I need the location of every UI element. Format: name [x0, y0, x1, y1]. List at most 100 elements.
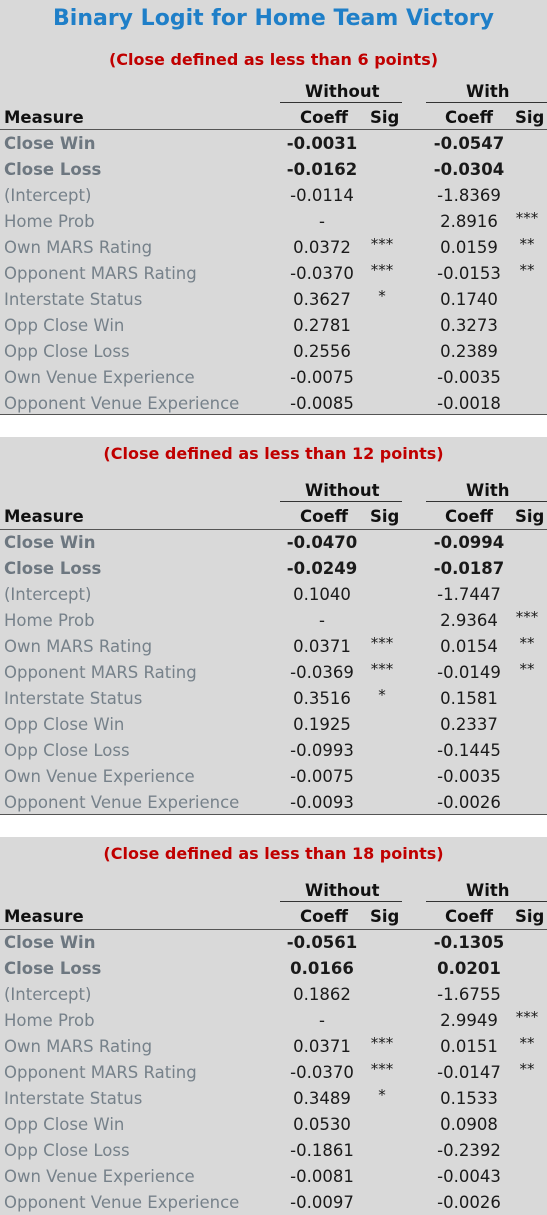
with-coeff: 0.0151	[440, 1037, 498, 1056]
measure-label: Own Venue Experience	[4, 368, 195, 387]
without-underline	[280, 501, 402, 502]
without-coeff: -0.0370	[290, 264, 354, 283]
without-coeff: 0.0371	[293, 1037, 351, 1056]
measure-label: Interstate Status	[4, 290, 143, 309]
without-coeff: 0.2781	[293, 316, 351, 335]
with-coeff: -0.2392	[437, 1141, 501, 1160]
with-sig: **	[519, 634, 535, 652]
table-row: Opponent MARS Rating -0.0370 *** -0.0147 **	[0, 1059, 547, 1085]
without-header: Without	[305, 881, 380, 900]
without-coeff: -	[319, 611, 325, 630]
without-sig: ***	[370, 634, 394, 652]
regression-panel-18-points: (Close defined as less than 18 points) W…	[0, 837, 547, 1215]
with-coeff-header: Coeff	[445, 907, 494, 926]
with-sig: ***	[515, 209, 539, 227]
with-sig: **	[519, 235, 535, 253]
with-coeff: -0.1305	[433, 933, 505, 952]
without-sig: ***	[370, 261, 394, 279]
with-coeff-header: Coeff	[445, 507, 494, 526]
without-coeff: 0.0530	[293, 1115, 351, 1134]
with-coeff: -0.0026	[437, 1193, 501, 1212]
table-row: Close Win -0.0470 -0.0994	[0, 529, 547, 555]
without-coeff: 0.1925	[293, 715, 351, 734]
measure-label: Opponent MARS Rating	[4, 264, 197, 283]
without-sig: *	[378, 287, 386, 305]
panel-subtitle: (Close defined as less than 18 points)	[103, 844, 444, 863]
table-row: Opp Close Win 0.2781 0.3273	[0, 312, 547, 338]
with-coeff: -0.0149	[437, 663, 501, 682]
without-sig: ***	[370, 660, 394, 678]
with-coeff: 0.2337	[440, 715, 498, 734]
without-coeff-header: Coeff	[300, 907, 349, 926]
without-coeff: -0.1861	[290, 1141, 354, 1160]
without-coeff: -0.0249	[286, 559, 358, 578]
with-coeff: -0.1445	[437, 741, 501, 760]
table-row: Own Venue Experience -0.0075 -0.0035	[0, 763, 547, 789]
table-row: Opp Close Win 0.1925 0.2337	[0, 711, 547, 737]
with-coeff: -0.0187	[433, 559, 505, 578]
without-coeff: -0.0081	[290, 1167, 354, 1186]
measure-label: (Intercept)	[4, 186, 92, 205]
with-sig: **	[519, 660, 535, 678]
measure-label: Home Prob	[4, 212, 95, 231]
without-sig: ***	[370, 1034, 394, 1052]
measure-label: Home Prob	[4, 1011, 95, 1030]
without-coeff: -0.0075	[290, 767, 354, 786]
table-row: Opponent MARS Rating -0.0370 *** -0.0153 **	[0, 260, 547, 286]
without-coeff-header: Coeff	[300, 108, 349, 127]
without-coeff: -0.0114	[290, 186, 354, 205]
with-coeff: -0.0018	[437, 394, 501, 413]
measure-header: Measure	[4, 108, 84, 127]
without-coeff: 0.0166	[290, 959, 354, 978]
without-underline	[280, 102, 402, 103]
without-coeff: -	[319, 1011, 325, 1030]
regression-panel-12-points: (Close defined as less than 12 points) W…	[0, 437, 547, 815]
measure-label: Opponent Venue Experience	[4, 394, 240, 413]
table-row: Interstate Status 0.3516 * 0.1581	[0, 685, 547, 711]
with-coeff: -0.0043	[437, 1167, 501, 1186]
bottom-rule	[0, 814, 547, 815]
with-sig: **	[519, 1060, 535, 1078]
without-coeff: 0.3627	[293, 290, 351, 309]
measure-label: Close Win	[4, 533, 96, 552]
with-coeff: -0.0994	[433, 533, 505, 552]
with-header: With	[466, 881, 510, 900]
without-sig: ***	[370, 235, 394, 253]
with-coeff: -0.0153	[437, 264, 501, 283]
measure-label: Opp Close Win	[4, 316, 125, 335]
without-coeff: 0.3516	[293, 689, 351, 708]
header-rule	[0, 129, 547, 130]
measure-label: Interstate Status	[4, 1089, 143, 1108]
without-sig-header: Sig	[370, 907, 400, 926]
without-underline	[280, 901, 402, 902]
without-sig: ***	[370, 1060, 394, 1078]
measure-label: Opponent Venue Experience	[4, 793, 240, 812]
with-sig: ***	[515, 608, 539, 626]
table-row: Home Prob - 2.9949 ***	[0, 1007, 547, 1033]
measure-header: Measure	[4, 907, 84, 926]
page-title: Binary Logit for Home Team Victory	[53, 6, 494, 31]
table-row: Opp Close Loss -0.1861 -0.2392	[0, 1137, 547, 1163]
regression-panel-6-points: Binary Logit for Home Team Victory (Clos…	[0, 0, 547, 415]
with-coeff: -0.0026	[437, 793, 501, 812]
with-sig-header: Sig	[515, 108, 545, 127]
with-coeff: -1.6755	[437, 985, 501, 1004]
table-row: Interstate Status 0.3627 * 0.1740	[0, 286, 547, 312]
with-underline	[426, 501, 547, 502]
without-coeff: -0.0031	[286, 134, 358, 153]
table-row: Opponent Venue Experience -0.0093 -0.0026	[0, 789, 547, 815]
with-sig: **	[519, 261, 535, 279]
without-header: Without	[305, 82, 380, 101]
without-coeff: -0.0097	[290, 1193, 354, 1212]
with-coeff: -0.0304	[433, 160, 505, 179]
panel-subtitle: (Close defined as less than 12 points)	[103, 444, 444, 463]
table-row: Home Prob - 2.8916 ***	[0, 208, 547, 234]
measure-label: Opp Close Win	[4, 1115, 125, 1134]
measure-label: Opponent MARS Rating	[4, 663, 197, 682]
without-coeff: -0.0162	[286, 160, 358, 179]
without-sig: *	[378, 1086, 386, 1104]
table-row: Opponent MARS Rating -0.0369 *** -0.0149 **	[0, 659, 547, 685]
table-row: Close Loss 0.0166 0.0201	[0, 955, 547, 981]
with-coeff: 2.8916	[440, 212, 498, 231]
without-coeff: -0.0993	[290, 741, 354, 760]
